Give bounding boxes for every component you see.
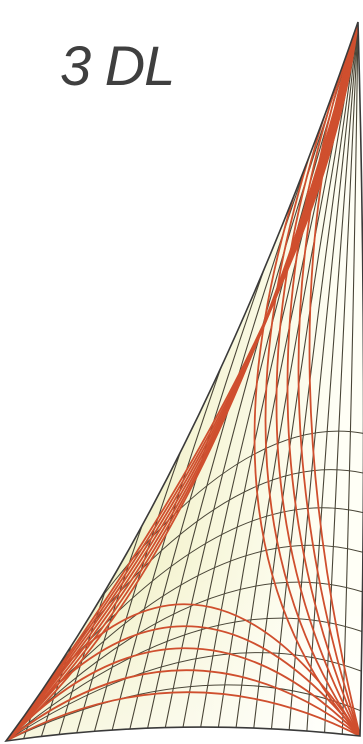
red-fiber-tack xyxy=(6,22,359,741)
red-fiber-group xyxy=(6,22,361,741)
dark-fiber-head xyxy=(324,22,359,734)
red-fiber-foot xyxy=(6,691,361,741)
red-fiber-tack xyxy=(6,22,359,741)
dark-fiber-head xyxy=(253,22,359,729)
dark-fiber-tack xyxy=(6,617,363,741)
dark-fiber-head xyxy=(341,22,359,735)
red-fiber-clew xyxy=(308,22,361,737)
red-fiber-clew xyxy=(297,22,361,737)
red-fiber-tack xyxy=(6,22,359,741)
red-fiber-foot xyxy=(6,647,361,741)
red-fiber-tack xyxy=(6,22,359,741)
dark-fiber-tack xyxy=(6,652,362,741)
dark-fiber-tack xyxy=(6,684,361,741)
red-fiber-clew xyxy=(286,22,361,737)
red-fiber-tack xyxy=(6,22,359,741)
dark-fiber-head xyxy=(288,22,359,731)
sail-title: 3 DL xyxy=(60,34,175,97)
red-fiber-tack xyxy=(6,22,359,741)
red-fiber-foot xyxy=(6,669,361,741)
red-fiber-clew xyxy=(275,22,361,737)
red-fiber-foot xyxy=(6,625,361,741)
red-fiber-foot xyxy=(6,603,361,741)
